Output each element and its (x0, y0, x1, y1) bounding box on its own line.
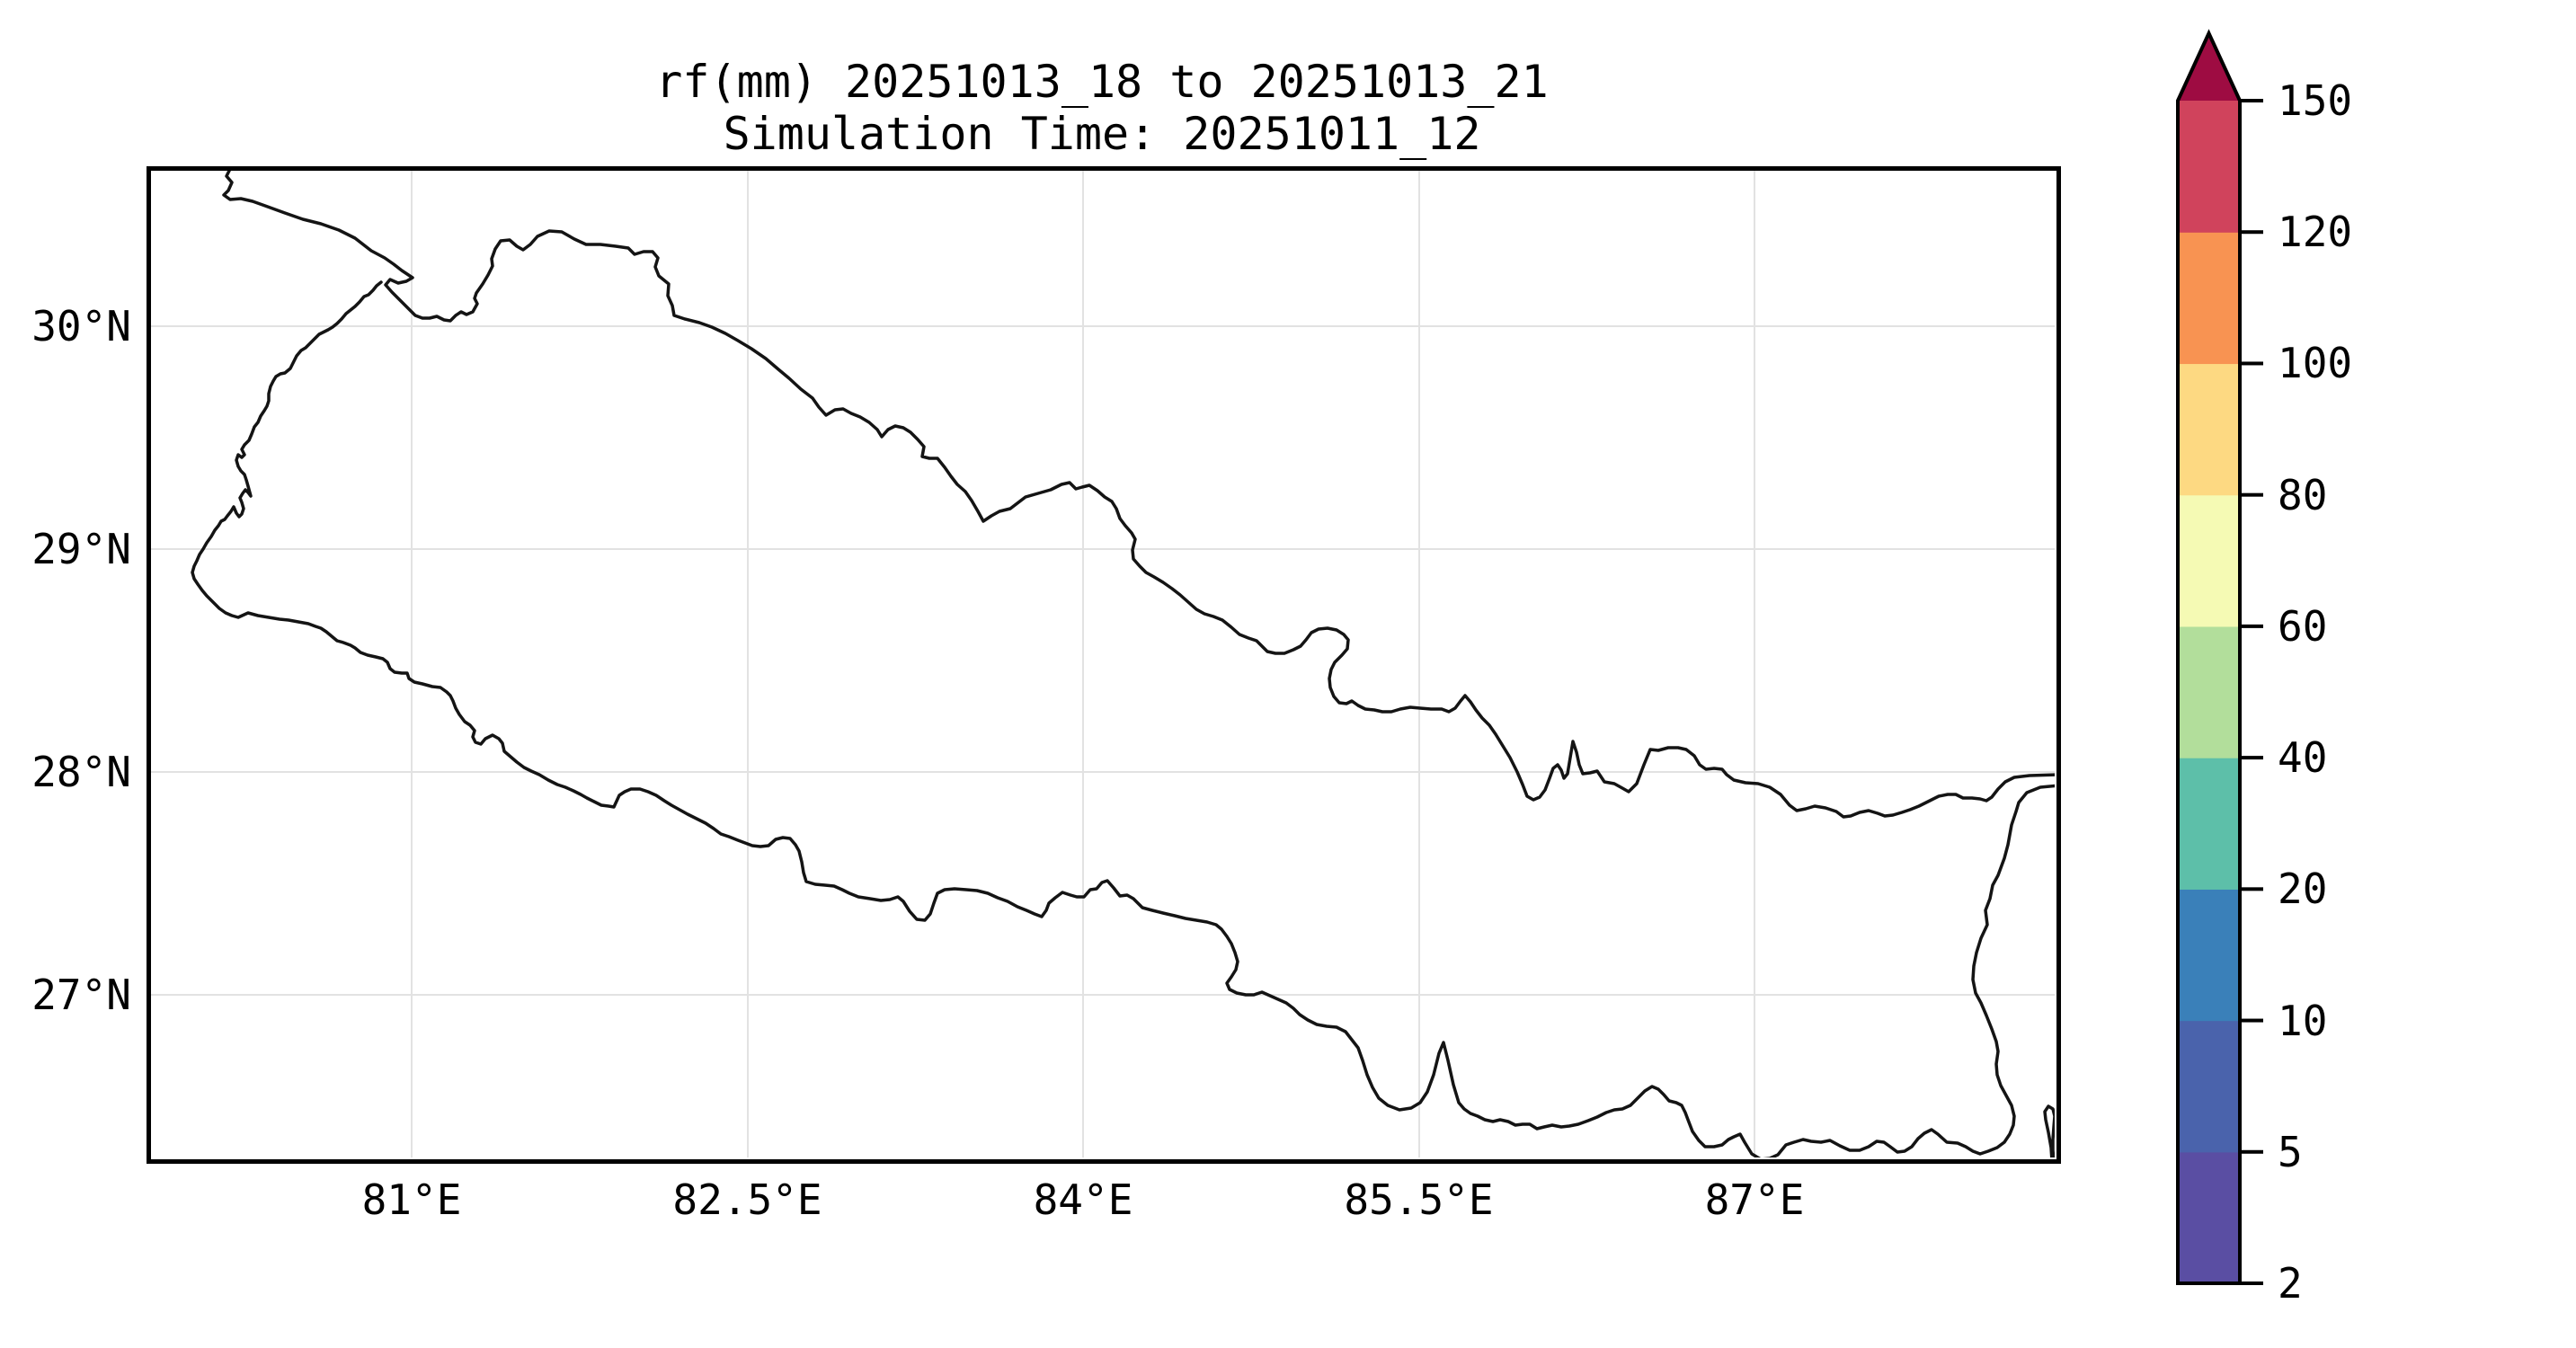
colorbar-segment-100-120 (2178, 232, 2240, 365)
nepal-southeast-spur (2043, 1104, 2055, 1157)
y-tick-label: 27°N (31, 971, 131, 1019)
y-gridline (151, 771, 2055, 773)
y-gridline (151, 994, 2055, 996)
colorbar-tick-label: 20 (2278, 865, 2328, 914)
x-gridline (1082, 171, 1084, 1157)
colorbar-tick (2240, 1018, 2263, 1023)
colorbar-tick (2240, 624, 2263, 628)
colorbar-segment-20-40 (2178, 758, 2240, 890)
y-tick-label: 30°N (31, 302, 131, 350)
nepal-border-outline (191, 171, 2055, 1157)
y-gridline (151, 325, 2055, 327)
colorbar-tick-label: 150 (2278, 76, 2353, 125)
y-gridline (151, 548, 2055, 550)
x-tick-label: 87°E (1704, 1175, 1805, 1224)
colorbar-tick (2240, 492, 2263, 497)
colorbar-tick (2240, 887, 2263, 891)
x-gridline (1754, 171, 1755, 1157)
colorbar-tick-label: 100 (2278, 339, 2353, 388)
colorbar-segment-5-10 (2178, 1020, 2240, 1153)
colorbar-outline (2176, 29, 2242, 1285)
x-tick-label: 81°E (361, 1175, 462, 1224)
colorbar-tick-label: 120 (2278, 208, 2353, 257)
y-tick-label: 29°N (31, 525, 131, 573)
x-gridline (1417, 171, 1420, 1157)
colorbar-tick-label: 2 (2278, 1259, 2303, 1308)
colorbar-segment-10-20 (2178, 889, 2240, 1022)
colorbar-segment-120-150 (2178, 101, 2240, 233)
colorbar-tick (2240, 361, 2263, 366)
colorbar-tick (2240, 756, 2263, 760)
colorbar-tick (2240, 99, 2263, 102)
colorbar-tick-label: 5 (2278, 1127, 2303, 1176)
colorbar-segment-80-100 (2178, 363, 2240, 496)
x-tick-label: 82.5°E (672, 1175, 822, 1224)
x-tick-label: 84°E (1033, 1175, 1133, 1224)
figure-title: rf(mm) 20251013_18 to 20251013_21 (655, 56, 1549, 108)
map-plot-frame (147, 166, 2061, 1164)
colorbar-segment-2-5 (2178, 1151, 2240, 1284)
colorbar-segment-40-60 (2178, 625, 2240, 758)
colorbar-tick-label: 60 (2278, 601, 2328, 651)
x-gridline (746, 171, 749, 1157)
y-tick-label: 28°N (31, 748, 131, 796)
colorbar-tick (2240, 1149, 2263, 1154)
x-tick-label: 85.5°E (1344, 1175, 1494, 1224)
colorbar-segment-60-80 (2178, 494, 2240, 627)
figure-subtitle: Simulation Time: 20251011_12 (723, 108, 1481, 160)
colorbar-tick (2240, 1281, 2263, 1285)
x-gridline (411, 171, 413, 1157)
colorbar-tick-label: 10 (2278, 996, 2328, 1045)
colorbar-tick-label: 80 (2278, 470, 2328, 519)
colorbar-tick-label: 40 (2278, 733, 2328, 783)
colorbar-extend-max-arrow (2178, 33, 2240, 101)
colorbar-tick (2240, 230, 2263, 235)
